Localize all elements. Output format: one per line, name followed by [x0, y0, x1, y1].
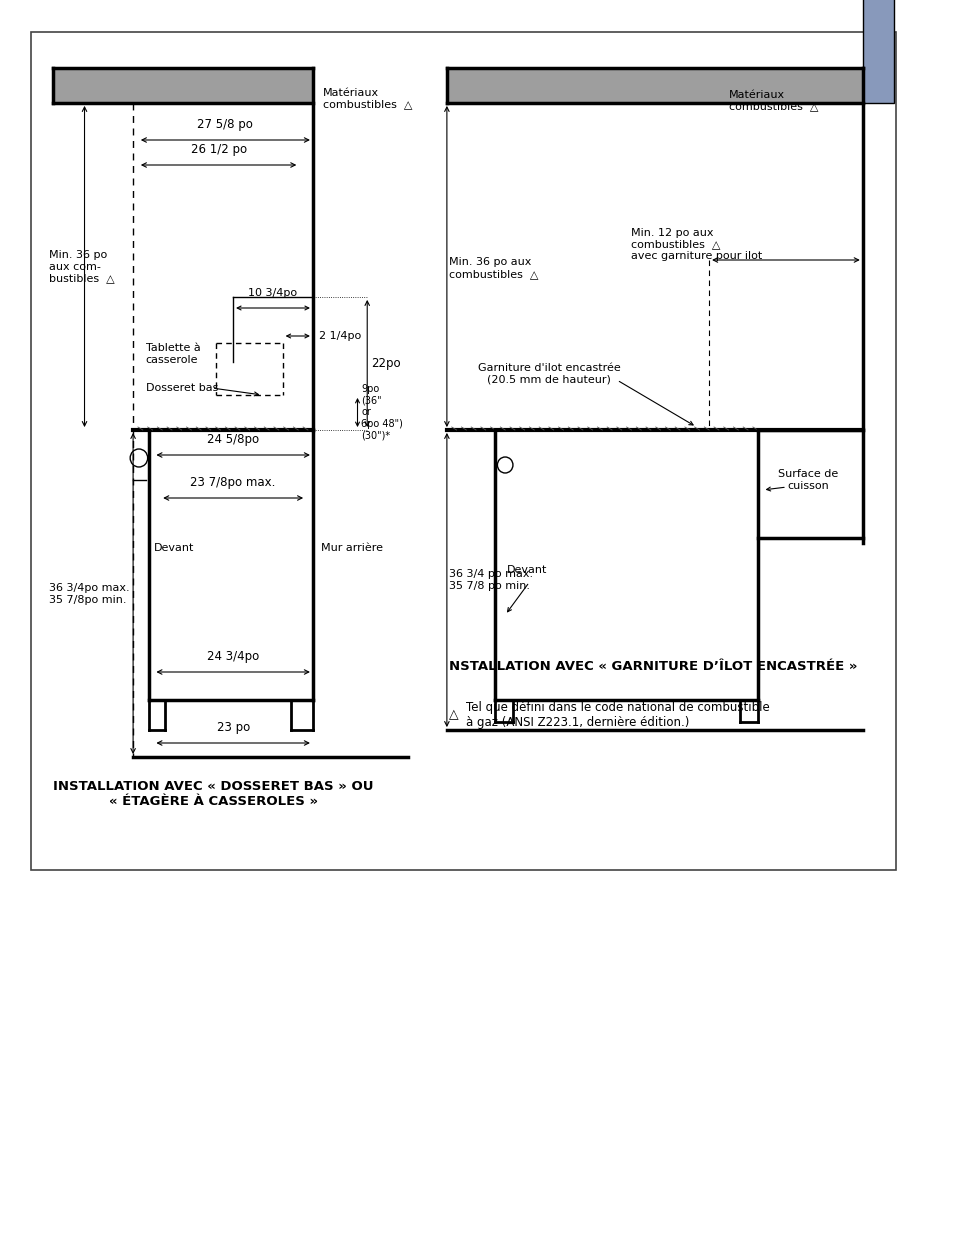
Text: 10 3/4po: 10 3/4po	[248, 288, 297, 298]
Text: INSTALLATION AVEC « DOSSERET BAS » OU
« ÉTAGÈRE À CASSEROLES »: INSTALLATION AVEC « DOSSERET BAS » OU « …	[53, 781, 374, 808]
Text: Garniture d'ilot encastrée
(20.5 mm de hauteur): Garniture d'ilot encastrée (20.5 mm de h…	[477, 363, 619, 384]
Bar	[53, 68, 313, 103]
Text: Dosseret bas: Dosseret bas	[146, 383, 218, 393]
Bar	[31, 32, 895, 869]
Text: Surface de
cuisson: Surface de cuisson	[778, 469, 838, 490]
Text: Min. 12 po aux
combustibles  △
avec garniture pour ilot: Min. 12 po aux combustibles △ avec garni…	[631, 228, 761, 261]
Text: Tablette à
casserole: Tablette à casserole	[146, 343, 200, 364]
Text: 23 7/8po max.: 23 7/8po max.	[191, 475, 275, 489]
Text: Min. 36 po
aux com-
bustibles  △: Min. 36 po aux com- bustibles △	[49, 251, 114, 284]
Text: 26 1/2 po: 26 1/2 po	[191, 143, 247, 156]
Bar	[862, 0, 893, 103]
Text: Matériaux
combustibles  △: Matériaux combustibles △	[322, 88, 412, 110]
Text: NSTALLATION AVEC « GARNITURE D’ÎLOT ENCASTRÉE »: NSTALLATION AVEC « GARNITURE D’ÎLOT ENCA…	[448, 659, 857, 673]
Text: 24 5/8po: 24 5/8po	[207, 433, 259, 446]
Text: 2 1/4po: 2 1/4po	[318, 331, 360, 341]
Text: 23 po: 23 po	[216, 721, 250, 734]
Text: 9po
(36"
or
6po 48")
(30")*: 9po (36" or 6po 48") (30")*	[361, 384, 403, 440]
Text: 22po: 22po	[371, 357, 400, 370]
Text: Min. 36 po aux
combustibles  △: Min. 36 po aux combustibles △	[448, 257, 537, 279]
Text: 27 5/8 po: 27 5/8 po	[197, 119, 253, 131]
Text: Tel que défini dans le code national de combustible
à gaz (ANSI Z223.1, dernière: Tel que défini dans le code national de …	[466, 701, 769, 729]
Text: Devant: Devant	[507, 564, 547, 576]
Text: 24 3/4po: 24 3/4po	[207, 650, 259, 663]
Bar	[862, 0, 893, 103]
Text: Mur arrière: Mur arrière	[320, 543, 382, 553]
Text: Devant: Devant	[153, 543, 193, 553]
Text: △: △	[448, 709, 458, 721]
Text: Matériaux
combustibles  △: Matériaux combustibles △	[728, 90, 817, 111]
Text: 36 3/4po max.
35 7/8po min.: 36 3/4po max. 35 7/8po min.	[49, 583, 129, 605]
Bar	[446, 68, 862, 103]
Text: 36 3/4 po max.
35 7/8 po min.: 36 3/4 po max. 35 7/8 po min.	[448, 569, 533, 590]
